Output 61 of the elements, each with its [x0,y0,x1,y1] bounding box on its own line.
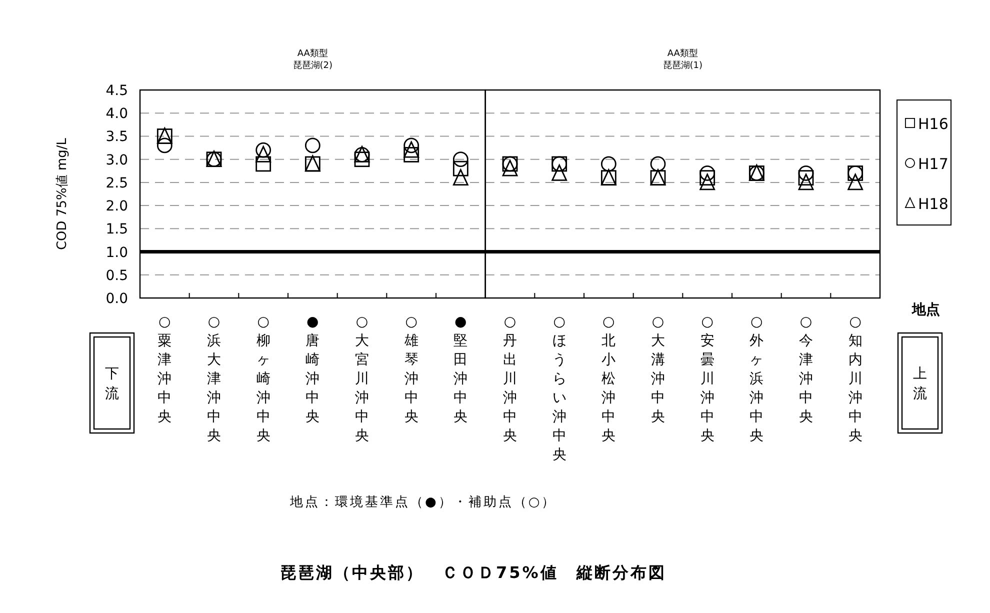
point [650,156,666,172]
y-tick-label: 4.0 [106,106,128,122]
point [700,170,716,186]
point [798,170,814,186]
point [798,174,814,190]
x-tick-label: ●堅田沖中央 [454,314,468,425]
x-tick-label: ○今津沖中央 [799,314,813,425]
y-tick-label: 0.5 [106,268,128,284]
chart-title: AA類型 [667,48,698,59]
x-tick-label: ○柳ヶ崎沖中央 [256,314,270,444]
x-tick-label: ●唐崎沖中央 [306,314,320,425]
point [452,160,468,176]
y-tick-label: 0.0 [106,291,128,307]
y-tick-label: 1.5 [106,222,128,238]
legend-label: H16 [918,115,948,133]
legend-label: H18 [918,195,948,213]
chart-subtitle: 琵琶湖(2) [292,60,333,71]
x-tick-label: ○ほうらい沖中央 [552,314,566,463]
point [700,174,716,190]
chart-subtitle: 琵琶湖(1) [662,60,703,71]
x-tick-label: ○外ヶ浜沖中央 [750,314,764,444]
y-tick-label: 2.5 [106,175,128,192]
point [256,142,272,158]
text: 地点：環境基準点（●）・補助点（○） [289,494,557,510]
point [404,141,420,158]
x-tick-label: ○粟津沖中央 [158,314,172,425]
y-axis-title: COD 75%値 mg/L [55,137,70,250]
flow-box: 上流 [897,332,943,434]
point [798,166,814,181]
point [404,147,420,162]
y-tick-label: 1.0 [106,244,128,261]
x-tick-label: ○安曇川沖中央 [700,314,714,444]
y-tick-label: 2.0 [106,198,128,215]
y-tick-label: 3.0 [106,152,128,168]
point [848,174,864,190]
y-tick-label: 4.5 [106,83,128,99]
point [452,169,468,186]
chart-title: AA類型 [297,48,328,59]
point [404,138,420,154]
point [304,138,320,154]
point [552,164,568,181]
y-tick-label: 3.5 [106,129,128,146]
point [156,138,172,154]
text: 琵琶湖（中央部） ＣＯＤ75%値 縦断分布図 [280,563,666,582]
x-tick-label: ○大宮川沖中央 [355,314,369,444]
flow-box: 下流 [89,332,135,434]
point [256,156,272,172]
legend-label: H17 [918,155,948,173]
x-tick-label: ○北小松沖中央 [602,314,616,444]
point [502,160,518,176]
x-tick-label: ○大溝沖中央 [651,314,665,425]
x-tick-label: ○知内川沖中央 [848,314,862,444]
point [452,152,468,168]
x-tick-label: ○浜大津沖中央 [207,314,221,444]
point [700,166,716,181]
point [354,152,370,168]
point [256,146,272,162]
point [600,156,616,172]
x-tick-label: ○雄琴沖中央 [403,314,418,425]
x-axis-title: 地点 [911,302,940,318]
x-tick-label: ○丹出川沖中央 [503,314,517,444]
